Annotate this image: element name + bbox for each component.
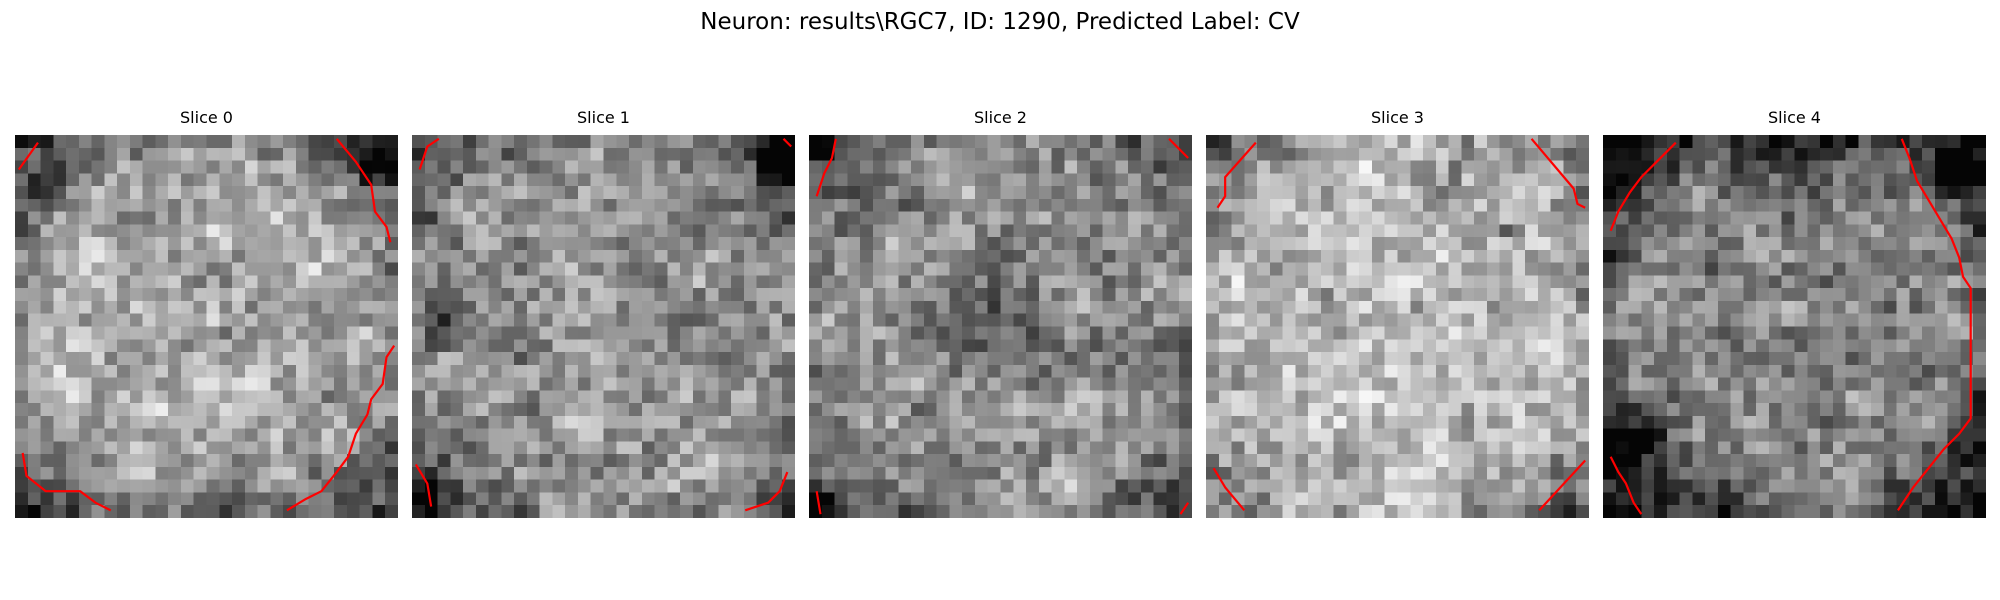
contour-line (1169, 139, 1188, 158)
segmentation-contours (809, 135, 1192, 518)
segmentation-contours (15, 135, 398, 518)
contour-line (1214, 468, 1245, 510)
grayscale-heatmap (1206, 135, 1589, 518)
slice-panel-2: Slice 2 (809, 108, 1192, 518)
grayscale-heatmap (15, 135, 398, 518)
slice-panel-3: Slice 3 (1206, 108, 1589, 518)
contour-line (817, 139, 836, 196)
slice-panel-0: Slice 0 (15, 108, 398, 518)
contour-line (784, 139, 792, 147)
segmentation-contours (412, 135, 795, 518)
contour-line (1539, 461, 1585, 511)
slice-image (1603, 135, 1986, 518)
slice-title: Slice 0 (180, 108, 233, 127)
contour-line (1181, 503, 1189, 514)
segmentation-contours (1206, 135, 1589, 518)
slice-title: Slice 3 (1371, 108, 1424, 127)
contour-line (1532, 139, 1586, 208)
slice-image (15, 135, 398, 518)
slice-panel-4: Slice 4 (1603, 108, 1986, 518)
contour-line (287, 346, 394, 511)
grayscale-heatmap (1603, 135, 1986, 518)
contour-line (416, 464, 431, 506)
slice-title: Slice 4 (1768, 108, 1821, 127)
slice-title: Slice 2 (974, 108, 1027, 127)
contour-line (1217, 143, 1255, 208)
contour-line (420, 139, 439, 170)
figure-title: Neuron: results\RGC7, ID: 1290, Predicte… (700, 9, 1300, 35)
contour-line (337, 139, 391, 242)
grayscale-heatmap (412, 135, 795, 518)
contour-line (817, 491, 821, 514)
contour-line (1611, 457, 1642, 514)
contour-line (1898, 139, 1971, 511)
grayscale-heatmap (809, 135, 1192, 518)
slice-title: Slice 1 (577, 108, 630, 127)
slice-panel-1: Slice 1 (412, 108, 795, 518)
contour-line (19, 143, 38, 170)
slice-image (809, 135, 1192, 518)
contour-line (23, 453, 111, 510)
contour-line (745, 472, 787, 510)
contour-line (1611, 143, 1676, 231)
slice-image (1206, 135, 1589, 518)
segmentation-contours (1603, 135, 1986, 518)
slice-image (412, 135, 795, 518)
